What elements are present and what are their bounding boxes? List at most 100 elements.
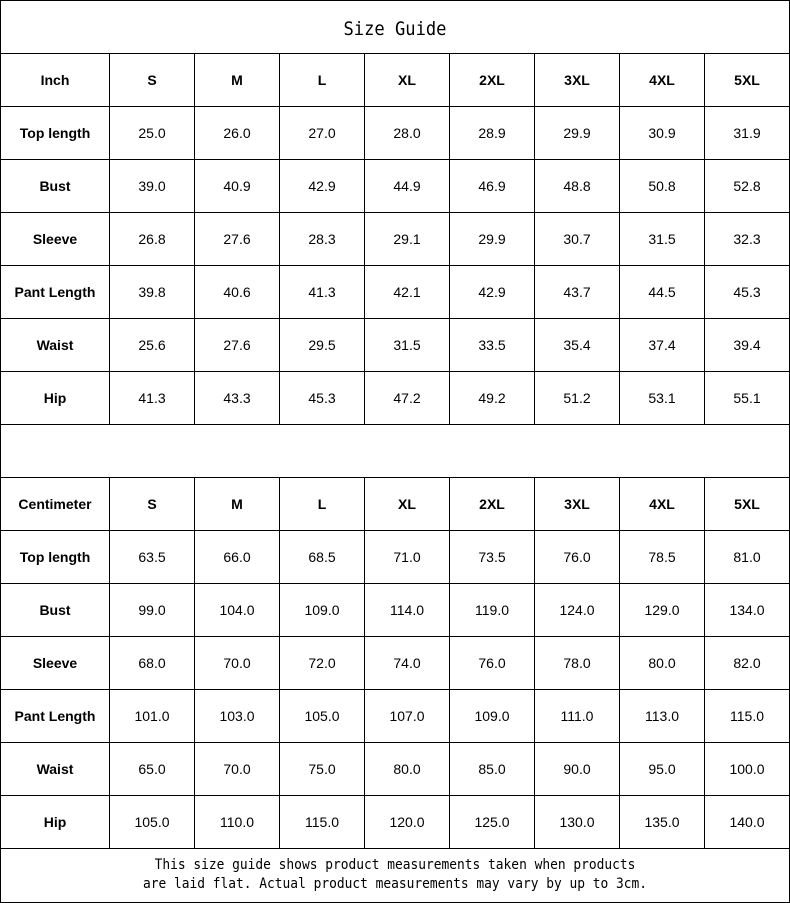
- unit-label: Inch: [0, 53, 110, 107]
- measurement-value: 45.3: [704, 265, 790, 319]
- measurement-value: 53.1: [619, 371, 705, 425]
- measurement-value: 72.0: [279, 636, 365, 690]
- measurement-value: 134.0: [704, 583, 790, 637]
- size-header: 3XL: [534, 53, 620, 107]
- measurement-value: 30.9: [619, 106, 705, 160]
- measurement-label: Hip: [0, 795, 110, 849]
- measurement-value: 105.0: [109, 795, 195, 849]
- size-header: M: [194, 477, 280, 531]
- size-header: XL: [364, 53, 450, 107]
- measurement-value: 55.1: [704, 371, 790, 425]
- measurement-value: 107.0: [364, 689, 450, 743]
- measurement-label: Sleeve: [0, 636, 110, 690]
- table-row: Bust 99.0 104.0 109.0 114.0 119.0 124.0 129.0 13…: [0, 583, 790, 637]
- measurement-value: 125.0: [449, 795, 535, 849]
- table-row: Hip 41.3 43.3 45.3 47.2 49.2 51.2 53.1 55.1: [0, 371, 790, 425]
- measurement-value: 45.3: [279, 371, 365, 425]
- measurement-value: 135.0: [619, 795, 705, 849]
- measurement-value: 25.0: [109, 106, 195, 160]
- measurement-label: Waist: [0, 318, 110, 372]
- measurement-value: 40.9: [194, 159, 280, 213]
- measurement-note: This size guide shows product measuremen…: [0, 856, 790, 894]
- measurement-value: 41.3: [279, 265, 365, 319]
- measurement-value: 73.5: [449, 530, 535, 584]
- measurement-value: 109.0: [279, 583, 365, 637]
- size-header: 5XL: [704, 477, 790, 531]
- measurement-value: 52.8: [704, 159, 790, 213]
- note-line-2: are laid flat. Actual product measuremen…: [142, 876, 648, 892]
- measurement-value: 31.5: [364, 318, 450, 372]
- measurement-value: 70.0: [194, 636, 280, 690]
- measurement-value: 99.0: [109, 583, 195, 637]
- measurement-value: 29.9: [534, 106, 620, 160]
- measurement-label: Bust: [0, 583, 110, 637]
- table-row: Pant Length 101.0 103.0 105.0 107.0 109.0 111.…: [0, 689, 790, 743]
- measurement-value: 90.0: [534, 742, 620, 796]
- measurement-value: 41.3: [109, 371, 195, 425]
- measurement-value: 80.0: [364, 742, 450, 796]
- measurement-value: 27.6: [194, 318, 280, 372]
- size-header: 4XL: [619, 53, 705, 107]
- measurement-value: 42.9: [279, 159, 365, 213]
- header-row: Centimeter S M L XL 2XL 3XL 4XL 5XL: [0, 477, 790, 531]
- measurement-value: 101.0: [109, 689, 195, 743]
- measurement-value: 119.0: [449, 583, 535, 637]
- measurement-value: 65.0: [109, 742, 195, 796]
- page-title: Size Guide: [343, 18, 447, 40]
- measurement-label: Hip: [0, 371, 110, 425]
- size-header: 2XL: [449, 53, 535, 107]
- measurement-label: Top length: [0, 530, 110, 584]
- measurement-value: 28.0: [364, 106, 450, 160]
- measurement-label: Sleeve: [0, 212, 110, 266]
- measurement-label: Pant Length: [0, 265, 110, 319]
- measurement-value: 27.6: [194, 212, 280, 266]
- size-header: L: [279, 477, 365, 531]
- measurement-value: 68.0: [109, 636, 195, 690]
- measurement-value: 42.9: [449, 265, 535, 319]
- measurement-value: 111.0: [534, 689, 620, 743]
- measurement-value: 35.4: [534, 318, 620, 372]
- measurement-value: 81.0: [704, 530, 790, 584]
- table-row: Pant Length 39.8 40.6 41.3 42.1 42.9 43.7 44.5 4…: [0, 265, 790, 319]
- measurement-label: Bust: [0, 159, 110, 213]
- measurement-value: 28.9: [449, 106, 535, 160]
- measurement-value: 113.0: [619, 689, 705, 743]
- measurement-value: 82.0: [704, 636, 790, 690]
- size-header: 5XL: [704, 53, 790, 107]
- measurement-value: 39.8: [109, 265, 195, 319]
- measurement-value: 85.0: [449, 742, 535, 796]
- inch-size-table: Inch S M L XL 2XL 3XL 4XL 5XL Top length 25.0 26.0 2…: [0, 53, 790, 425]
- size-header: 4XL: [619, 477, 705, 531]
- size-header: S: [109, 53, 195, 107]
- measurement-value: 44.5: [619, 265, 705, 319]
- measurement-value: 70.0: [194, 742, 280, 796]
- measurement-value: 63.5: [109, 530, 195, 584]
- measurement-value: 104.0: [194, 583, 280, 637]
- measurement-value: 40.6: [194, 265, 280, 319]
- measurement-value: 120.0: [364, 795, 450, 849]
- measurement-value: 76.0: [449, 636, 535, 690]
- table-row: Top length 25.0 26.0 27.0 28.0 28.9 29.9 30.9 31…: [0, 106, 790, 160]
- measurement-label: Pant Length: [0, 689, 110, 743]
- measurement-value: 26.0: [194, 106, 280, 160]
- measurement-value: 25.6: [109, 318, 195, 372]
- measurement-value: 110.0: [194, 795, 280, 849]
- measurement-value: 39.0: [109, 159, 195, 213]
- size-header: XL: [364, 477, 450, 531]
- measurement-value: 29.1: [364, 212, 450, 266]
- table-row: Sleeve 68.0 70.0 72.0 74.0 76.0 78.0 80.0 82.0: [0, 636, 790, 690]
- table-row: Bust 39.0 40.9 42.9 44.9 46.9 48.8 50.8 52.8: [0, 159, 790, 213]
- measurement-value: 37.4: [619, 318, 705, 372]
- measurement-label: Top length: [0, 106, 110, 160]
- measurement-value: 114.0: [364, 583, 450, 637]
- measurement-value: 130.0: [534, 795, 620, 849]
- measurement-value: 33.5: [449, 318, 535, 372]
- measurement-value: 66.0: [194, 530, 280, 584]
- measurement-value: 42.1: [364, 265, 450, 319]
- measurement-value: 115.0: [279, 795, 365, 849]
- measurement-value: 75.0: [279, 742, 365, 796]
- table-row: Hip 105.0 110.0 115.0 120.0 125.0 130.0 135.0 14…: [0, 795, 790, 849]
- measurement-value: 28.3: [279, 212, 365, 266]
- measurement-value: 124.0: [534, 583, 620, 637]
- measurement-value: 30.7: [534, 212, 620, 266]
